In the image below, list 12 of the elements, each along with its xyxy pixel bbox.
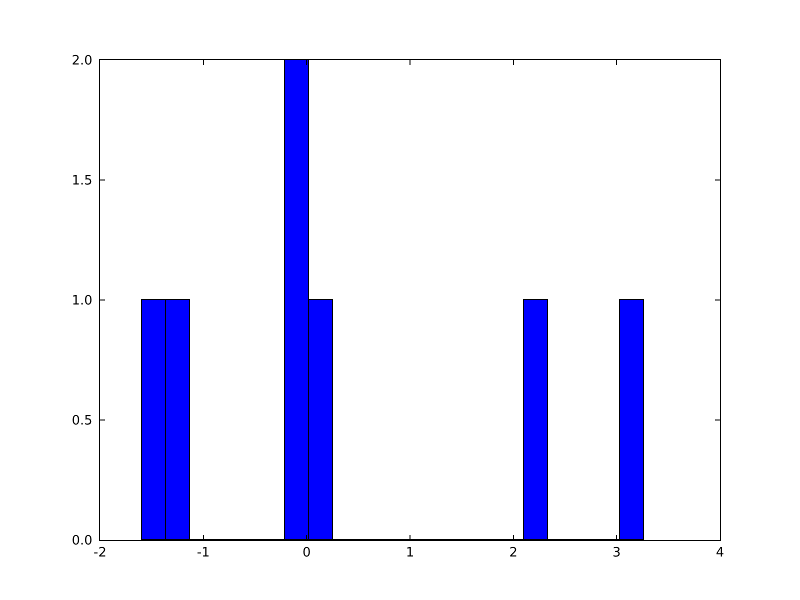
x-tick-label: 2 [509, 546, 518, 561]
x-tick-label: 1 [406, 546, 414, 561]
y-tick-label: 1.5 [72, 174, 92, 189]
x-tick-label: 0 [302, 546, 311, 561]
x-tick-label: -2 [94, 546, 106, 561]
y-tick-label: 2.0 [72, 54, 92, 69]
y-tick-label: 0.5 [72, 414, 92, 429]
y-tick-label: 0.0 [72, 534, 92, 549]
y-tick-label: 1.0 [72, 294, 92, 309]
x-tick-label: -1 [196, 546, 210, 561]
x-tick-label: 4 [716, 546, 724, 561]
x-tick-label: 3 [612, 546, 621, 561]
